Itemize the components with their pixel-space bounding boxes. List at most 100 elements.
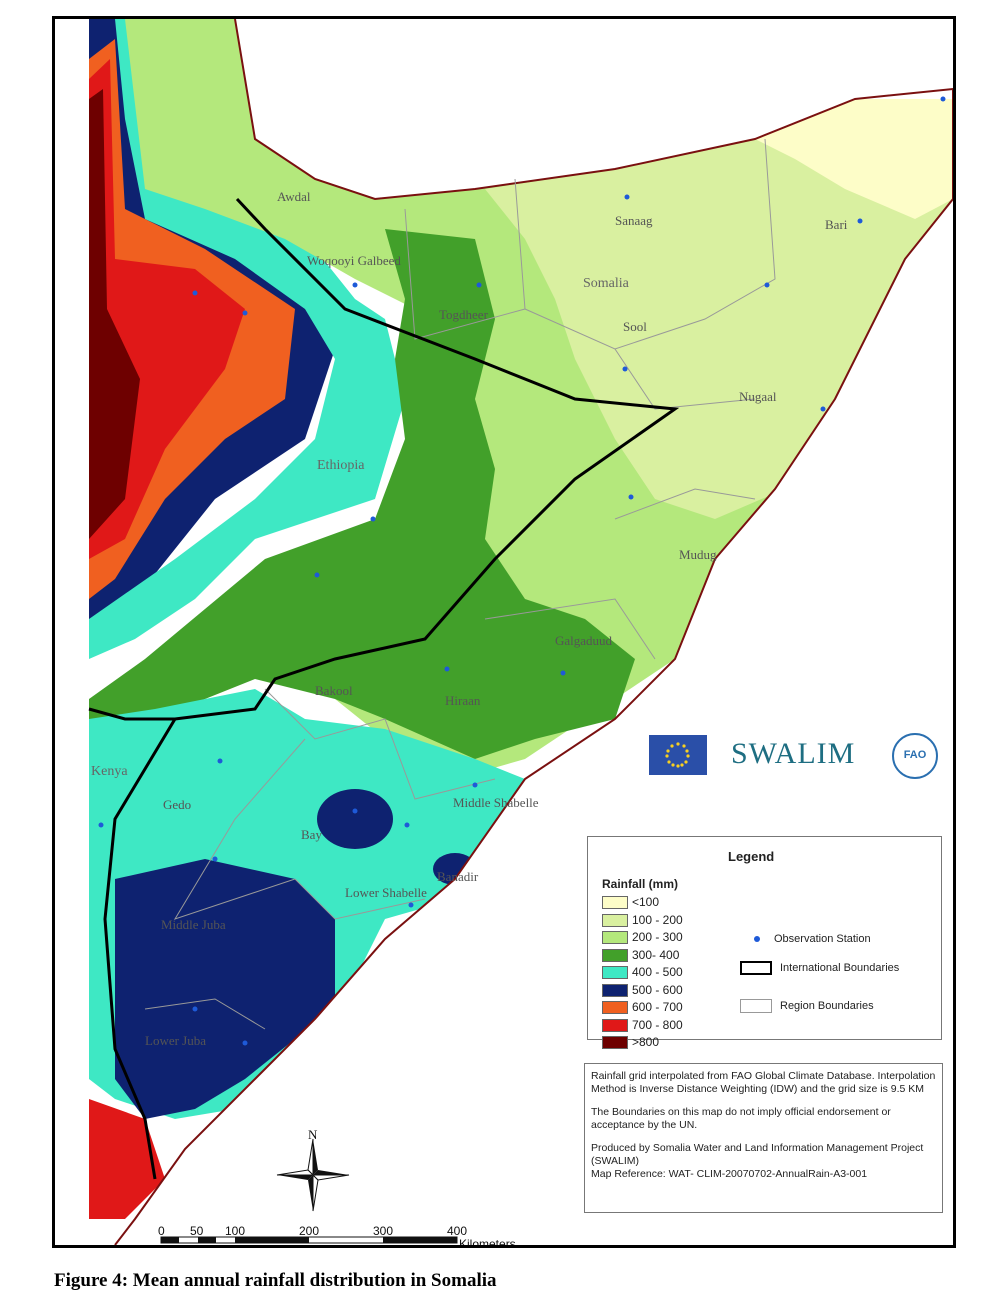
station-dot <box>472 782 478 788</box>
station-dot <box>560 670 566 676</box>
notes-reference: Map Reference: WAT- CLIM-20070702-Annual… <box>591 1168 868 1180</box>
station-dot-icon <box>754 936 760 943</box>
region-label-awdal: Awdal <box>277 189 311 204</box>
station-dot <box>624 194 630 200</box>
notes-disclaimer: The Boundaries on this map do not imply … <box>591 1106 891 1131</box>
station-dot <box>408 902 414 908</box>
notes-producer: Produced by Somalia Water and Land Infor… <box>591 1142 924 1167</box>
map-frame: Awdal Woqooyi Galbeed Togdheer Sanaag Ba… <box>52 16 956 1248</box>
station-dot <box>98 822 104 828</box>
legend-swatch <box>602 1036 628 1049</box>
scale-bar <box>160 1236 458 1244</box>
north-arrow-icon <box>276 1138 350 1212</box>
region-label-galgaduud: Galgaduud <box>555 633 613 648</box>
legend-class-label: >800 <box>632 1035 660 1049</box>
station-dot <box>352 282 358 288</box>
scale-tick-label: 200 <box>299 1224 320 1238</box>
legend-class-label: 400 - 500 <box>632 965 683 979</box>
legend-class-label: 300- 400 <box>632 947 680 962</box>
legend-swatch <box>602 931 628 944</box>
legend-swatch <box>602 913 628 927</box>
region-label-middle-juba: Middle Juba <box>161 917 226 932</box>
region-label-nugaal: Nugaal <box>739 389 777 404</box>
country-label-kenya: Kenya <box>91 764 128 779</box>
international-boundary-icon <box>740 961 772 975</box>
map-notes: Rainfall grid interpolated from FAO Glob… <box>584 1063 943 1213</box>
legend-international: International Boundaries <box>740 961 899 975</box>
station-dot <box>764 282 770 288</box>
gulf-of-aden <box>235 19 953 199</box>
swalim-logo: SWALIM <box>731 737 856 770</box>
scale-tick-label: 0 <box>158 1224 165 1238</box>
eu-flag-icon <box>649 735 707 775</box>
legend-class-label: 100 - 200 <box>632 912 683 927</box>
legend-class-label: 600 - 700 <box>632 1000 683 1014</box>
legend-swatch <box>602 1001 628 1014</box>
rainfall-map: Awdal Woqooyi Galbeed Togdheer Sanaag Ba… <box>55 19 953 1245</box>
station-dot <box>314 572 320 578</box>
region-label-bakool: Bakool <box>315 683 353 698</box>
legend-station: Observation Station <box>740 933 871 945</box>
country-label-somalia: Somalia <box>583 276 630 291</box>
country-label-ethiopia: Ethiopia <box>317 458 365 473</box>
observation-stations <box>98 96 946 1046</box>
region-label-lower-juba: Lower Juba <box>145 1033 206 1048</box>
station-dot <box>444 666 450 672</box>
station-dot <box>857 218 863 224</box>
station-dot <box>820 406 826 412</box>
station-dot <box>404 822 410 828</box>
legend-swatch <box>602 966 628 979</box>
scale-tick-label: 100 <box>225 1224 246 1238</box>
region-label-middle-shabelle: Middle Shabelle <box>453 795 539 810</box>
notes-method: Rainfall grid interpolated from FAO Glob… <box>591 1070 936 1095</box>
station-dot <box>628 494 634 500</box>
legend-subtitle: Rainfall (mm) <box>602 877 679 891</box>
scale-tick-label: 50 <box>190 1224 204 1238</box>
station-dot <box>242 1040 248 1046</box>
station-dot <box>242 310 248 316</box>
legend-class-label: <100 <box>632 895 660 909</box>
partner-logos: SWALIM FAO <box>649 733 941 783</box>
zone-100-200 <box>485 99 953 519</box>
legend-swatch <box>602 896 628 909</box>
zone-500-600-south <box>115 859 335 1119</box>
scale-unit: Kilometers <box>459 1237 516 1248</box>
station-dot <box>217 758 223 764</box>
coastline <box>114 19 953 1245</box>
fao-logo: FAO <box>892 733 938 779</box>
zone-500-600-bay <box>317 789 393 849</box>
station-dot <box>212 856 218 862</box>
international-boundaries <box>88 197 680 1180</box>
region-label-hiraan: Hiraan <box>445 693 481 708</box>
region-boundaries <box>144 138 776 1030</box>
legend-class-label: 200 - 300 <box>632 930 683 944</box>
region-label-banadir: Banadir <box>437 869 479 884</box>
station-dot <box>192 1006 198 1012</box>
station-dot <box>370 516 376 522</box>
region-label-mudug: Mudug <box>679 547 717 562</box>
scale-tick-label: 300 <box>373 1224 394 1238</box>
left-blank <box>55 19 89 1245</box>
zone-300-400 <box>89 229 635 759</box>
region-boundary-icon <box>740 999 772 1013</box>
region-label-sanaag: Sanaag <box>615 213 653 228</box>
legend-class-label: 700 - 800 <box>632 1017 683 1032</box>
region-label-bari: Bari <box>825 217 848 232</box>
region-label-gedo: Gedo <box>163 797 191 812</box>
figure-caption: Figure 4: Mean annual rainfall distribut… <box>54 1270 497 1291</box>
station-dot <box>476 282 482 288</box>
station-dot <box>352 808 358 814</box>
scale-tick-label: 400 <box>447 1224 468 1238</box>
region-label-togdheer: Togdheer <box>439 307 489 322</box>
station-dot <box>622 366 628 372</box>
legend-class-label: 500 - 600 <box>632 982 683 997</box>
legend-swatch <box>602 948 628 962</box>
north-label: N <box>308 1127 318 1142</box>
region-label-sool: Sool <box>623 319 647 334</box>
legend: Legend Rainfall (mm) <100 100 - 200 200 - … <box>587 836 942 1049</box>
legend-title: Legend <box>728 849 775 864</box>
station-dot <box>940 96 946 102</box>
region-label-lower-shabelle: Lower Shabelle <box>345 885 427 900</box>
legend-region: Region Boundaries <box>740 999 874 1013</box>
region-label-woqooyi: Woqooyi Galbeed <box>307 253 401 268</box>
